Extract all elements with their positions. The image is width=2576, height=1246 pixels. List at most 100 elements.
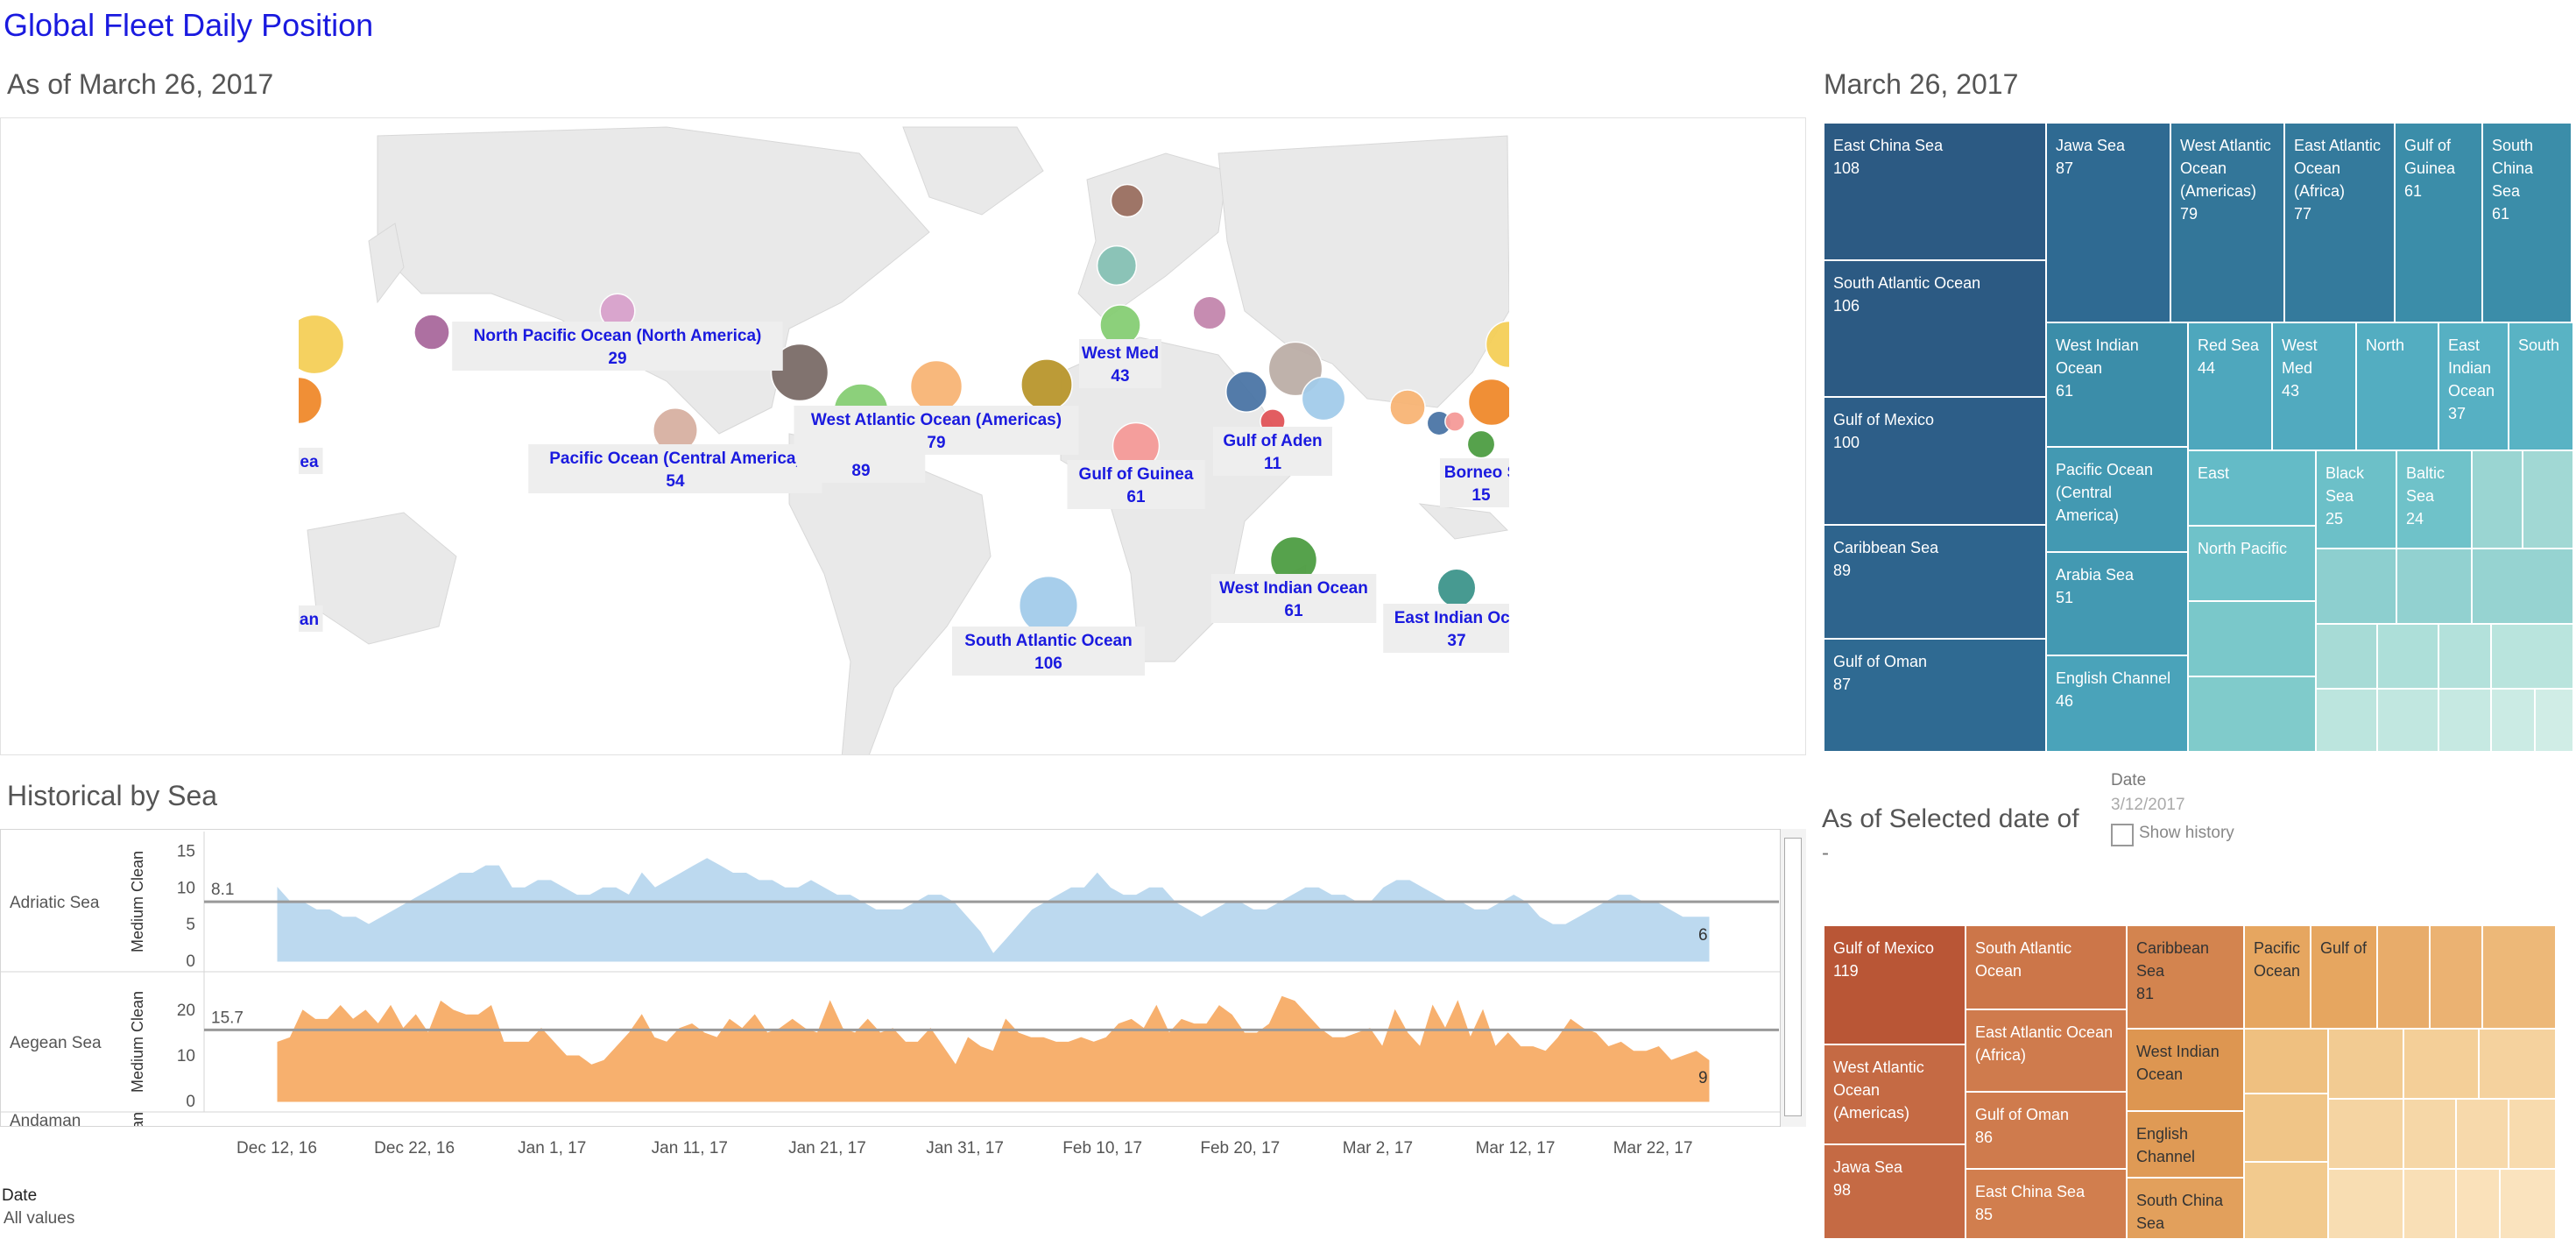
treemap-cell[interactable]: Jawa Sea 87 bbox=[2046, 123, 2170, 322]
treemap-cell[interactable] bbox=[2438, 624, 2491, 689]
area-series[interactable] bbox=[277, 995, 1710, 1102]
treemap-cell[interactable] bbox=[2188, 676, 2316, 752]
treemap-cell[interactable]: West Med 43 bbox=[2272, 322, 2356, 450]
map-bubble[interactable] bbox=[770, 343, 829, 402]
treemap-cell[interactable] bbox=[2396, 549, 2472, 624]
treemap-cell[interactable]: West Indian Ocean 61 bbox=[2046, 322, 2188, 447]
map-bubble[interactable] bbox=[1096, 244, 1138, 287]
treemap-cell[interactable] bbox=[2438, 689, 2491, 752]
fleet-map[interactable]: North Pacific Ocean (North America) 29 Pac… bbox=[0, 117, 1806, 755]
history-area-chart[interactable]: Adriatic Sea Medium Clean 0 5 10 15 8.1 6 Aegean… bbox=[0, 829, 1806, 1127]
treemap-cell[interactable]: East China Sea 85 bbox=[1966, 1169, 2127, 1239]
treemap-cell[interactable]: Gulf of Mexico 100 bbox=[1824, 397, 2046, 525]
treemap-cell[interactable]: West Atlantic Ocean (Americas) bbox=[1824, 1044, 1966, 1144]
treemap-cell[interactable] bbox=[2316, 624, 2377, 689]
treemap-cell[interactable]: Black Sea 25 bbox=[2316, 450, 2396, 549]
treemap-cell[interactable] bbox=[2456, 1099, 2509, 1169]
treemap-cell[interactable]: Gulf of Guinea 61 bbox=[2395, 123, 2482, 322]
map-bubble[interactable] bbox=[1466, 429, 1496, 459]
treemap-cell[interactable]: Caribbean Sea 81 bbox=[2127, 925, 2244, 1029]
treemap-cell[interactable]: South Atlantic Ocean 106 bbox=[1824, 260, 2046, 397]
treemap-cell[interactable] bbox=[2316, 689, 2377, 752]
treemap-cell[interactable] bbox=[2535, 689, 2573, 752]
treemap-cell[interactable] bbox=[2491, 689, 2535, 752]
treemap-cell[interactable]: Gulf of Oman 86 bbox=[1966, 1092, 2127, 1169]
map-bubble[interactable] bbox=[1467, 378, 1516, 427]
map-bubble[interactable] bbox=[1436, 568, 1477, 608]
map-bubble[interactable] bbox=[1225, 371, 1267, 413]
treemap-cell[interactable]: South bbox=[2509, 322, 2573, 450]
treemap-cell[interactable]: Gulf of bbox=[2311, 925, 2377, 1029]
map-bubble[interactable] bbox=[1192, 295, 1227, 330]
treemap-current-date[interactable]: East China Sea 108 South Atlantic Ocean 106… bbox=[1824, 123, 2573, 752]
history-scrollbar[interactable] bbox=[1780, 829, 1806, 1127]
treemap-cell[interactable]: Caribbean Sea 89 bbox=[1824, 525, 2046, 639]
treemap-cell[interactable] bbox=[2244, 1162, 2328, 1239]
map-label-value: 89 bbox=[851, 462, 870, 480]
treemap-cell[interactable]: Red Sea 44 bbox=[2188, 322, 2272, 450]
treemap-cell[interactable]: East Atlantic Ocean (Africa) bbox=[1966, 1009, 2127, 1092]
map-bubble[interactable] bbox=[1020, 358, 1073, 411]
map-bubble[interactable] bbox=[1018, 575, 1079, 636]
treemap-cell[interactable]: South China Sea bbox=[2127, 1178, 2244, 1239]
bottom-date-filter-value[interactable]: All values bbox=[4, 1209, 75, 1228]
treemap-cell[interactable] bbox=[2472, 450, 2523, 549]
treemap-cell[interactable]: South Atlantic Ocean bbox=[1966, 925, 2127, 1009]
treemap-cell[interactable] bbox=[2479, 1029, 2556, 1099]
treemap-cell[interactable] bbox=[2328, 1029, 2403, 1099]
treemap-cell[interactable]: English Channel 46 bbox=[2046, 655, 2188, 752]
treemap-cell[interactable] bbox=[2500, 1169, 2556, 1239]
treemap-cell[interactable]: Jawa Sea 98 bbox=[1824, 1144, 1966, 1239]
treemap-cell[interactable]: North bbox=[2356, 322, 2438, 450]
treemap-cell[interactable] bbox=[2430, 925, 2482, 1029]
treemap-cell[interactable] bbox=[2377, 689, 2438, 752]
treemap-cell[interactable]: East Indian Ocean 37 bbox=[2438, 322, 2509, 450]
treemap-cell[interactable]: West Atlantic Ocean (Americas) 79 bbox=[2170, 123, 2284, 322]
treemap-cell[interactable]: Pacific Ocean bbox=[2244, 925, 2311, 1029]
treemap-cell[interactable]: Gulf of Mexico 119 bbox=[1824, 925, 1966, 1044]
treemap-cell[interactable]: Gulf of Oman 87 bbox=[1824, 639, 2046, 752]
map-bubble[interactable] bbox=[1110, 183, 1145, 218]
map-bubble[interactable] bbox=[1301, 376, 1346, 421]
map-bubble[interactable] bbox=[1444, 411, 1465, 432]
treemap-cell[interactable]: East Atlantic Ocean (Africa) 77 bbox=[2284, 123, 2395, 322]
x-tick-label: Mar 2, 17 bbox=[1343, 1139, 1413, 1158]
map-bubble[interactable] bbox=[909, 359, 963, 414]
treemap-cell[interactable] bbox=[2377, 624, 2438, 689]
treemap-cell[interactable] bbox=[2188, 601, 2316, 676]
treemap-cell[interactable] bbox=[2244, 1094, 2328, 1162]
treemap-cell[interactable] bbox=[2244, 1029, 2328, 1094]
treemap-cell[interactable]: Arabia Sea 51 bbox=[2046, 552, 2188, 655]
selected-date-subtitle: As of Selected date of bbox=[1822, 804, 2079, 833]
treemap-cell[interactable]: North Pacific bbox=[2188, 526, 2316, 601]
treemap-cell[interactable] bbox=[2403, 1029, 2479, 1099]
map-bubble[interactable] bbox=[1389, 389, 1426, 426]
treemap-cell[interactable]: Pacific Ocean (Central America) bbox=[2046, 447, 2188, 552]
history-scrollbar-thumb[interactable] bbox=[1784, 838, 1802, 1116]
area-series[interactable] bbox=[277, 858, 1710, 962]
treemap-cell[interactable] bbox=[2316, 549, 2396, 624]
show-history-label[interactable]: Show history bbox=[2139, 824, 2234, 842]
treemap-selected-date[interactable]: Gulf of Mexico 119 West Atlantic Ocean (Am… bbox=[1824, 925, 2556, 1239]
show-history-checkbox[interactable] bbox=[2111, 824, 2134, 846]
treemap-cell[interactable]: East bbox=[2188, 450, 2316, 526]
map-canvas[interactable]: North Pacific Ocean (North America) 29 Pac… bbox=[1, 118, 1806, 755]
treemap-cell[interactable] bbox=[2482, 925, 2556, 1029]
treemap-cell[interactable] bbox=[2491, 624, 2573, 689]
treemap-cell[interactable]: English Channel bbox=[2127, 1111, 2244, 1178]
treemap-cell[interactable] bbox=[2377, 925, 2430, 1029]
treemap-cell[interactable]: West Indian Ocean bbox=[2127, 1029, 2244, 1111]
treemap-cell[interactable]: Baltic Sea 24 bbox=[2396, 450, 2472, 549]
treemap-cell[interactable] bbox=[2328, 1099, 2403, 1169]
treemap-cell[interactable] bbox=[2509, 1099, 2556, 1169]
treemap-cell[interactable] bbox=[2472, 549, 2573, 624]
treemap-cell[interactable] bbox=[2403, 1169, 2456, 1239]
treemap-cell[interactable]: South China Sea 61 bbox=[2482, 123, 2572, 322]
treemap-cell[interactable] bbox=[2523, 450, 2573, 549]
treemap-cell[interactable] bbox=[2328, 1169, 2403, 1239]
treemap-cell[interactable] bbox=[2403, 1099, 2456, 1169]
treemap-cell[interactable] bbox=[2456, 1169, 2500, 1239]
treemap-cell[interactable]: East China Sea 108 bbox=[1824, 123, 2046, 260]
map-bubble[interactable] bbox=[413, 314, 450, 350]
date-filter-value[interactable]: 3/12/2017 bbox=[2111, 796, 2185, 814]
